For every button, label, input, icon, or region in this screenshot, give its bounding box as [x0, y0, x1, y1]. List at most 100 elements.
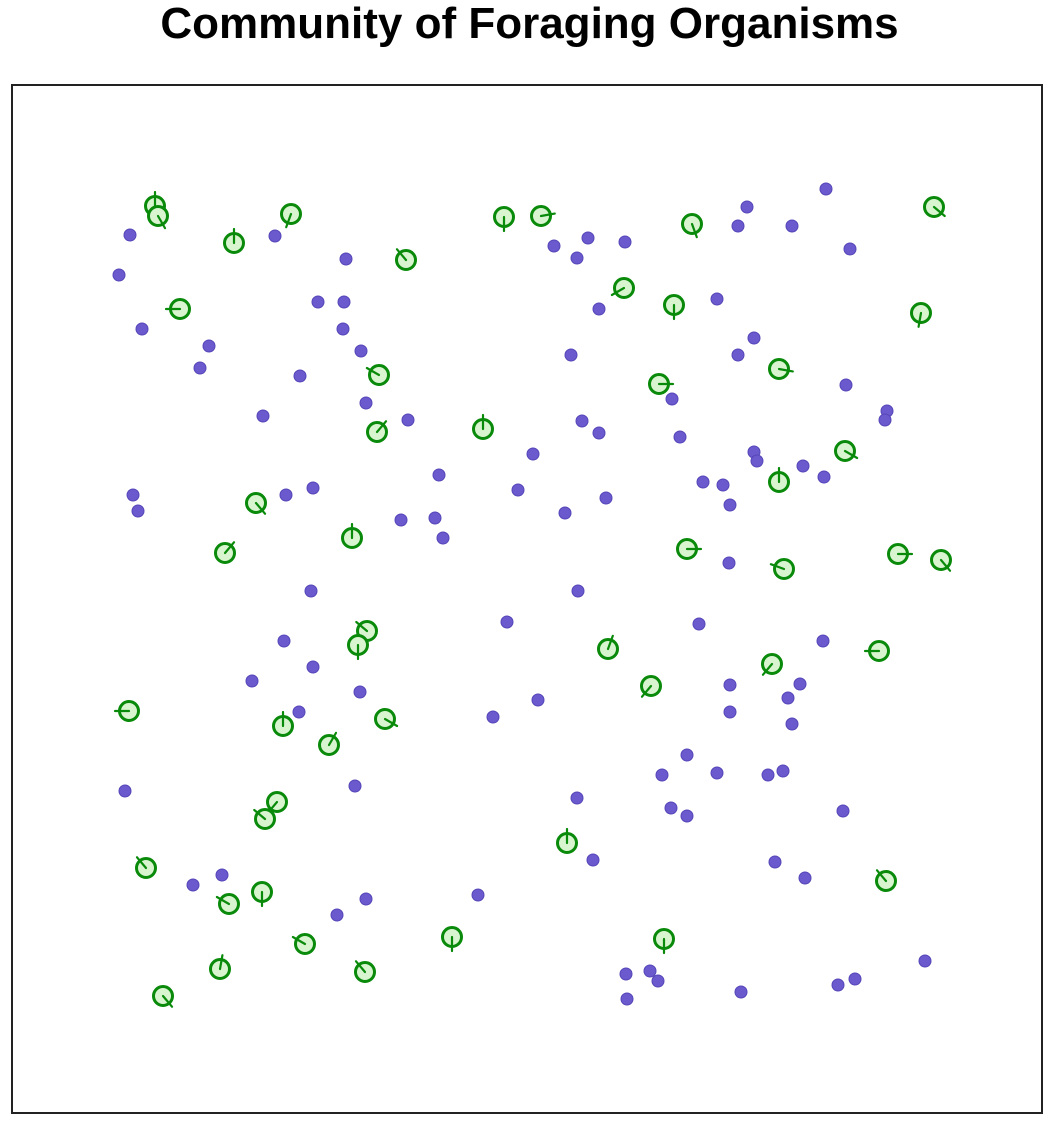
forager-organism [209, 954, 231, 980]
forager-organism [610, 277, 635, 299]
food-particle [651, 974, 665, 988]
forager-organism [648, 373, 675, 395]
forager-organism [164, 298, 191, 320]
forager-organism [768, 466, 790, 493]
forager-organism [354, 960, 376, 983]
food-particle [839, 378, 853, 392]
forager-organism [556, 827, 578, 854]
food-particle [126, 488, 140, 502]
forager-heading-line [383, 717, 399, 728]
forager-organism [530, 205, 556, 227]
forager-heading-line [253, 808, 267, 821]
forager-organism [245, 492, 267, 515]
forager-organism [365, 364, 390, 386]
forager-organism [923, 196, 946, 218]
food-particle [696, 475, 710, 489]
food-particle [793, 677, 807, 691]
forager-organism [761, 653, 783, 676]
food-particle [570, 251, 584, 265]
forager-organism [493, 206, 515, 233]
food-particle [918, 954, 932, 968]
forager-organism [834, 440, 859, 462]
food-particle [547, 239, 561, 253]
food-particle [118, 784, 132, 798]
forager-organism [251, 881, 273, 908]
forager-heading-line [843, 449, 859, 460]
forager-organism [272, 710, 294, 737]
food-particle [193, 361, 207, 375]
forager-organism [875, 869, 897, 892]
food-particle [710, 766, 724, 780]
forager-organism [768, 358, 794, 380]
food-particle [135, 322, 149, 336]
forager-heading-line [640, 684, 653, 698]
forager-heading-line [291, 935, 307, 946]
food-particle [339, 252, 353, 266]
forager-organism [291, 933, 316, 955]
food-particle [131, 504, 145, 518]
food-particle [848, 972, 862, 986]
food-particle [558, 506, 572, 520]
food-particle [776, 764, 790, 778]
forager-organism [663, 294, 685, 321]
food-particle [279, 488, 293, 502]
food-particle [123, 228, 137, 242]
forager-organism [863, 640, 890, 662]
figure-title: Community of Foraging Organisms [160, 0, 899, 48]
food-particle [831, 978, 845, 992]
forager-heading-line [223, 541, 236, 555]
forager-heading-line [135, 856, 148, 870]
food-particle [354, 344, 368, 358]
food-particle [740, 200, 754, 214]
forager-organism [366, 420, 388, 443]
food-particle [500, 615, 514, 629]
forager-heading-line [777, 367, 794, 373]
food-particle [747, 331, 761, 345]
forager-heading-line [610, 286, 626, 297]
food-particle [723, 498, 737, 512]
forager-organism [676, 538, 703, 560]
forager-organism [597, 634, 619, 660]
forager-heading-line [769, 563, 786, 571]
forager-organism [152, 985, 174, 1008]
food-particle [202, 339, 216, 353]
food-particle [816, 634, 830, 648]
forager-organism [640, 675, 662, 698]
forager-organism [930, 549, 952, 572]
food-particle [664, 801, 678, 815]
forager-organism [441, 926, 463, 953]
food-particle [511, 483, 525, 497]
forager-organism [147, 205, 169, 230]
food-particle [486, 710, 500, 724]
food-particle [293, 369, 307, 383]
forager-heading-line [395, 248, 408, 262]
food-particle [112, 268, 126, 282]
food-particle [761, 768, 775, 782]
food-particle [819, 182, 833, 196]
food-particle [768, 855, 782, 869]
forager-organism [910, 302, 932, 328]
food-particle [401, 413, 415, 427]
food-particle [618, 235, 632, 249]
food-particle [311, 295, 325, 309]
forager-organism [347, 634, 369, 661]
food-particle [428, 511, 442, 525]
forager-organism [887, 543, 914, 565]
forager-organism [341, 522, 363, 549]
food-particle [710, 292, 724, 306]
food-particle [592, 426, 606, 440]
food-particle [330, 908, 344, 922]
food-particle [306, 660, 320, 674]
food-particle [785, 219, 799, 233]
food-particle [731, 348, 745, 362]
food-particle [348, 779, 362, 793]
forager-heading-line [917, 311, 923, 328]
food-particle [215, 868, 229, 882]
forager-organism [223, 227, 245, 254]
food-particle [722, 556, 736, 570]
food-particle [592, 302, 606, 316]
food-particle [798, 871, 812, 885]
foraging-arena [11, 84, 1043, 1114]
food-particle [245, 674, 259, 688]
food-particle [680, 809, 694, 823]
